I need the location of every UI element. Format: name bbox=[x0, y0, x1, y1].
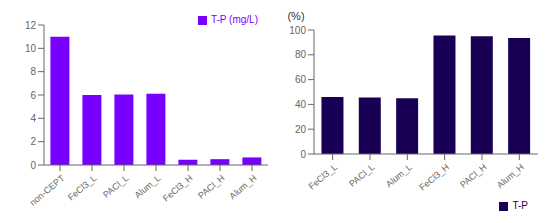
svg-text:0: 0 bbox=[30, 160, 36, 171]
svg-text:60: 60 bbox=[295, 74, 307, 85]
svg-text:(%): (%) bbox=[287, 10, 304, 22]
svg-text:Alum_L: Alum_L bbox=[384, 162, 414, 189]
svg-text:12: 12 bbox=[25, 20, 37, 31]
svg-text:8: 8 bbox=[30, 66, 36, 77]
svg-text:FeCl3_H: FeCl3_H bbox=[417, 162, 451, 192]
svg-text:PACl_H: PACl_H bbox=[196, 173, 226, 201]
svg-text:Alum_L: Alum_L bbox=[133, 173, 163, 200]
svg-text:FeCl3_L: FeCl3_L bbox=[66, 173, 98, 203]
svg-text:6: 6 bbox=[30, 90, 36, 101]
html-text:T-P: T-P bbox=[512, 200, 528, 211]
svg-text:PACl_L: PACl_L bbox=[347, 162, 376, 189]
svg-text:80: 80 bbox=[295, 49, 307, 60]
svg-text:0: 0 bbox=[300, 149, 306, 160]
svg-text:40: 40 bbox=[295, 99, 307, 110]
svg-text:FeCl3_H: FeCl3_H bbox=[161, 173, 195, 203]
svg-text:10: 10 bbox=[25, 43, 37, 54]
svg-text:PACl_H: PACl_H bbox=[458, 162, 488, 190]
svg-text:2: 2 bbox=[30, 136, 36, 147]
svg-text:Alum_H: Alum_H bbox=[495, 162, 526, 190]
svg-text:20: 20 bbox=[295, 124, 307, 135]
svg-text:non-CEPT: non-CEPT bbox=[28, 173, 67, 208]
svg-text:PACl_L: PACl_L bbox=[101, 173, 130, 200]
svg-text:100: 100 bbox=[289, 25, 306, 36]
svg-text:Alum_H: Alum_H bbox=[227, 173, 258, 201]
svg-text:FeCl3_L: FeCl3_L bbox=[307, 162, 339, 192]
html-text:T-P (mg/L): T-P (mg/L) bbox=[211, 14, 258, 25]
svg-text:4: 4 bbox=[30, 113, 36, 124]
